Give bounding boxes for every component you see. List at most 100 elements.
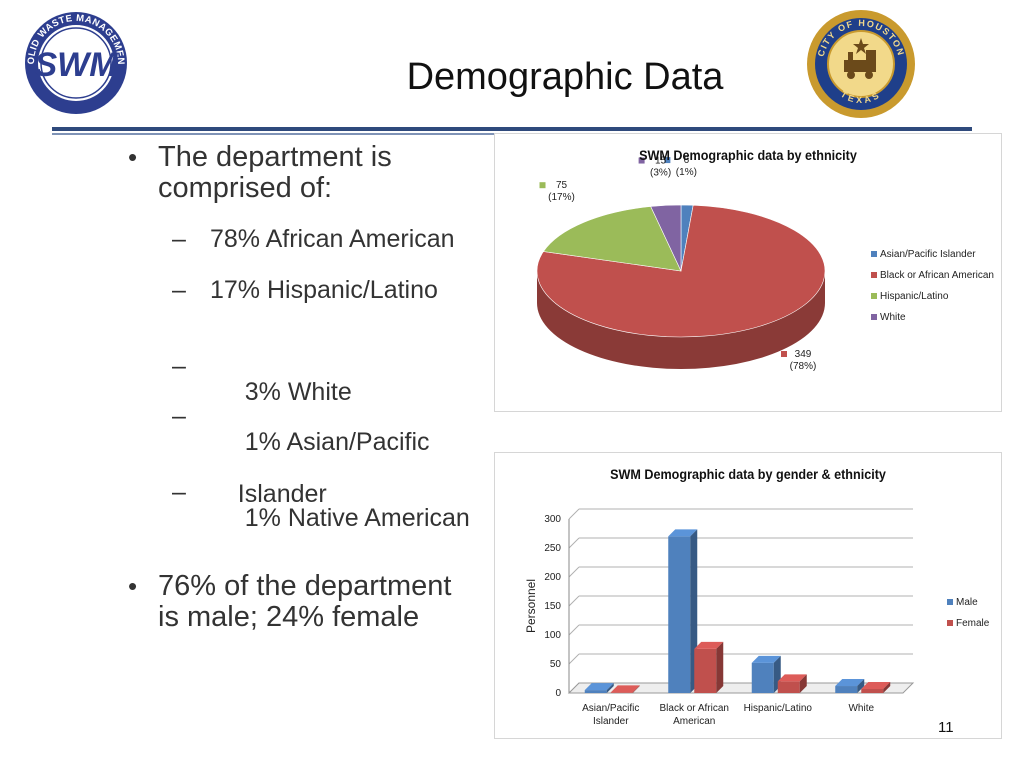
- x-tick-label: Hispanic/Latino: [744, 703, 813, 714]
- bar-top: [610, 685, 640, 693]
- bullet-dot-icon: •: [128, 571, 138, 601]
- x-tick-label-line2: Islander: [593, 716, 629, 727]
- dash-icon: –: [172, 478, 186, 506]
- pie-label-swatch: [664, 157, 671, 164]
- bar-male: [584, 690, 607, 693]
- pie-chart-canvas: 6(1%) 349(78%) 75(17%) 15(3%) Asian/Pacific …: [536, 155, 994, 372]
- page-number: 11: [938, 719, 954, 736]
- y-tick-label: 150: [544, 601, 561, 612]
- sub-bullet-text: 1% Asian/Pacific: [237, 428, 430, 456]
- bar-male: [751, 662, 774, 693]
- bar-side: [883, 681, 891, 693]
- grid-line-diag: [568, 508, 580, 520]
- bullet-text: 76% of the department: [158, 570, 452, 602]
- gender-ethnicity-bar-chart: SWM Demographic data by gender & ethnici…: [494, 452, 1002, 739]
- grid-line-diag: [568, 566, 580, 578]
- y-tick-label: 250: [544, 543, 561, 554]
- bar-male: [835, 686, 858, 693]
- pie-slice-side: [537, 271, 825, 369]
- legend-label: White: [880, 312, 906, 323]
- grid-line-diag: [568, 653, 580, 665]
- bar-female: [861, 688, 884, 693]
- legend-swatch: [871, 293, 877, 299]
- pie-data-label-percent: (17%): [548, 192, 575, 203]
- pie-data-label-percent: (78%): [790, 361, 817, 372]
- legend-swatch: [871, 314, 877, 320]
- x-tick-label: White: [848, 703, 874, 714]
- pie-data-label: 349: [795, 349, 812, 360]
- x-tick-label: Black or African: [660, 703, 729, 714]
- pie-data-label-percent: (3%): [650, 168, 671, 179]
- swm-logo: SOLID WASTE MANAGEMENT City of Houston S…: [19, 2, 130, 116]
- legend-label: Hispanic/Latino: [880, 291, 949, 302]
- bar-top: [694, 641, 724, 649]
- sub-bullet-text: 78% African American: [210, 225, 455, 253]
- bar-male: [668, 536, 691, 693]
- y-tick-label: 100: [544, 630, 561, 641]
- sub-bullet-item: – 17% Hispanic/Latino: [172, 276, 438, 304]
- sub-bullet-text: 1% Native American: [237, 504, 470, 532]
- legend-label: Female: [956, 618, 990, 629]
- legend-swatch: [871, 272, 877, 278]
- bullet-text: comprised of:: [158, 172, 333, 204]
- ethnicity-pie-chart: SWM Demographic data by ethnicity 6 (1%) 3…: [494, 133, 1002, 412]
- sub-bullet-text: 17% Hispanic/Latino: [210, 276, 438, 304]
- sub-bullet-text: Islander: [237, 480, 327, 508]
- bar-female: [610, 692, 633, 693]
- grid-line-diag: [568, 537, 580, 549]
- sub-bullet-item: – 78% African American: [172, 225, 455, 253]
- pie-slice: [650, 204, 682, 272]
- pie-label-swatch: [638, 157, 645, 164]
- sub-bullet-text: 3% White: [237, 378, 352, 406]
- legend-swatch: [947, 620, 953, 626]
- legend-label: Male: [956, 597, 978, 608]
- x-tick-label: Asian/Pacific: [582, 703, 639, 714]
- city-of-houston-seal: CITY OF HOUSTON TEXAS: [806, 8, 916, 120]
- bar-side: [716, 641, 724, 693]
- bar-top: [861, 681, 891, 689]
- dash-icon: –: [172, 402, 186, 430]
- grid-line-diag: [568, 595, 580, 607]
- bar-top: [668, 529, 698, 537]
- dash-icon: –: [172, 276, 186, 304]
- y-tick-label: 50: [550, 659, 562, 670]
- swm-logo-icon: SOLID WASTE MANAGEMENT City of Houston S…: [19, 2, 127, 114]
- bar-chart-canvas: 0 50 100 150 200 250 300 Personnel Asian/Pacific…: [524, 508, 990, 727]
- dash-icon: –: [172, 225, 186, 253]
- bar-side: [606, 683, 614, 693]
- pie-data-label: 75: [556, 180, 568, 191]
- dash-icon: –: [172, 352, 186, 380]
- y-tick-label: 300: [544, 514, 561, 525]
- legend-swatch: [947, 599, 953, 605]
- pie-data-label: 15: [655, 156, 667, 167]
- y-tick-label: 0: [555, 688, 561, 699]
- bullet-text: The department is: [158, 141, 392, 173]
- bar-chart-title: SWM Demographic data by gender & ethnici…: [610, 466, 886, 482]
- bar-top: [584, 683, 614, 691]
- pie-chart-title: SWM Demographic data by ethnicity: [639, 147, 857, 163]
- legend-label: Asian/Pacific Islander: [880, 249, 976, 260]
- legend-swatch: [871, 251, 877, 257]
- bullet-item: • The department is comprised of:: [128, 141, 392, 204]
- grid-line-diag: [568, 624, 580, 636]
- bar-side: [799, 674, 807, 693]
- locomotive-icon: [844, 38, 876, 79]
- y-axis-label: Personnel: [524, 579, 538, 633]
- title-divider: [52, 127, 972, 131]
- bullet-item: • 76% of the department is male; 24% fem…: [128, 570, 452, 633]
- pie-label-swatch: [539, 182, 546, 189]
- bar-female: [777, 681, 800, 693]
- legend-label: Black or African American: [880, 270, 994, 281]
- bar-side: [632, 685, 640, 693]
- pie-data-label: 6: [684, 155, 690, 166]
- bar-top: [777, 674, 807, 682]
- bullet-dot-icon: •: [128, 142, 138, 172]
- bar-top: [751, 655, 781, 663]
- sub-bullet-item: – 3% White: [172, 327, 352, 431]
- x-tick-label-line2: American: [673, 716, 715, 727]
- bullet-text: is male; 24% female: [158, 601, 420, 633]
- bar-top: [835, 679, 865, 687]
- pie-label-swatch: [781, 351, 787, 357]
- pie-slice: [542, 206, 682, 272]
- y-tick-label: 200: [544, 572, 561, 583]
